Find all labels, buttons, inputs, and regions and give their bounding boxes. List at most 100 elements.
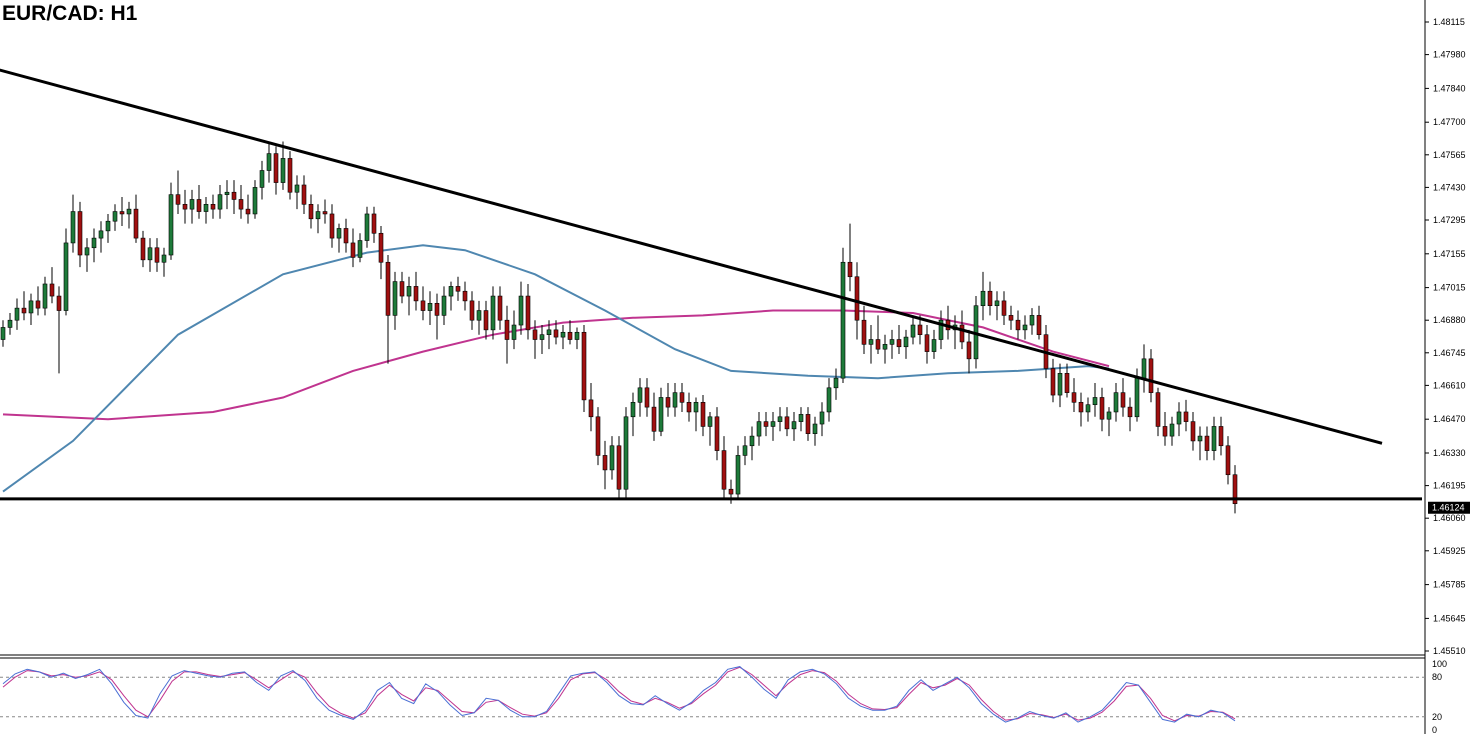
- candle-body: [455, 286, 461, 292]
- candle: [1071, 378, 1077, 412]
- candle-body: [840, 261, 846, 379]
- candle-body: [119, 211, 125, 215]
- candle-body: [539, 334, 545, 340]
- candle: [1183, 399, 1189, 432]
- candle-body: [385, 261, 391, 316]
- candle: [238, 184, 244, 219]
- candle-body: [861, 319, 867, 345]
- candle: [1176, 402, 1182, 437]
- candle-body: [469, 300, 475, 321]
- candle-body: [434, 302, 440, 316]
- candle-body: [679, 392, 685, 403]
- candle: [1008, 305, 1014, 330]
- candle: [1092, 382, 1098, 417]
- candle: [406, 276, 412, 316]
- candle: [189, 189, 195, 224]
- candle: [924, 325, 930, 364]
- ma-fast-line: [2, 244, 1110, 493]
- candle-body: [371, 213, 377, 234]
- candle: [525, 283, 531, 340]
- candle-body: [917, 324, 923, 335]
- candle: [434, 293, 440, 340]
- candle-body: [980, 290, 986, 307]
- candle-body: [189, 199, 195, 210]
- candle-body: [301, 184, 307, 205]
- chart-title: EUR/CAD: H1: [2, 2, 138, 25]
- candle-body: [1197, 435, 1203, 442]
- candle: [819, 402, 825, 437]
- candle: [252, 180, 258, 219]
- candle-body: [924, 334, 930, 352]
- candle: [448, 281, 454, 311]
- candle-body: [483, 310, 489, 331]
- candle-body: [35, 300, 41, 309]
- candle-body: [105, 220, 111, 232]
- candle-body: [1099, 397, 1105, 420]
- candle: [28, 293, 34, 326]
- candle-body: [364, 213, 370, 241]
- candle: [602, 440, 608, 490]
- stoch-signal-line: [2, 666, 1236, 722]
- candle-body: [1183, 411, 1189, 422]
- candle-body: [1029, 315, 1035, 326]
- price-tick-label: 1.46470: [1433, 414, 1466, 424]
- candle-body: [280, 158, 286, 183]
- candle-body: [217, 194, 223, 210]
- candle: [280, 141, 286, 190]
- candle: [644, 378, 650, 417]
- candle: [532, 320, 538, 359]
- candle: [910, 315, 916, 345]
- candle: [14, 298, 20, 330]
- candle: [385, 255, 391, 364]
- candle: [777, 407, 783, 432]
- candle-body: [357, 240, 363, 258]
- candle-body: [175, 194, 181, 205]
- trend-lines: 1.46124: [0, 68, 1470, 514]
- candle: [1029, 308, 1035, 335]
- candle-body: [140, 237, 146, 261]
- candle-body: [1113, 392, 1119, 413]
- current-price-box: [1428, 501, 1470, 514]
- candle: [147, 238, 153, 272]
- price-tick-label: 1.45510: [1433, 646, 1466, 656]
- candle: [98, 221, 104, 253]
- candle: [679, 382, 685, 412]
- candle: [917, 315, 923, 345]
- candle-body: [630, 401, 636, 418]
- candle-body: [84, 247, 90, 256]
- candle: [637, 378, 643, 417]
- candle-body: [875, 339, 881, 350]
- candle-body: [749, 435, 755, 447]
- candle: [875, 315, 881, 355]
- candle-body: [756, 421, 762, 437]
- candle-body: [28, 300, 34, 314]
- candle: [462, 281, 468, 311]
- price-tick-label: 1.47430: [1433, 182, 1466, 192]
- candle-body: [518, 295, 524, 326]
- candle: [840, 247, 846, 383]
- candle-body: [1211, 426, 1217, 451]
- candle-body: [798, 414, 804, 422]
- candle: [441, 286, 447, 326]
- candle-body: [805, 414, 811, 434]
- candle-body: [294, 184, 300, 193]
- candle-body: [693, 401, 699, 413]
- candle-body: [609, 445, 615, 471]
- candle-body: [462, 290, 468, 302]
- candle-body: [616, 445, 622, 490]
- candle-body: [644, 387, 650, 408]
- candle-body: [819, 411, 825, 425]
- candle: [350, 228, 356, 268]
- candle: [609, 436, 615, 480]
- price-tick-label: 1.47980: [1433, 50, 1466, 60]
- candle: [112, 204, 118, 231]
- candle: [497, 286, 503, 330]
- candle: [371, 206, 377, 243]
- candle: [1001, 291, 1007, 326]
- candle: [938, 310, 944, 350]
- candle: [294, 175, 300, 210]
- candle: [427, 291, 433, 326]
- candle-body: [98, 230, 104, 239]
- candle: [693, 397, 699, 432]
- candle: [812, 416, 818, 446]
